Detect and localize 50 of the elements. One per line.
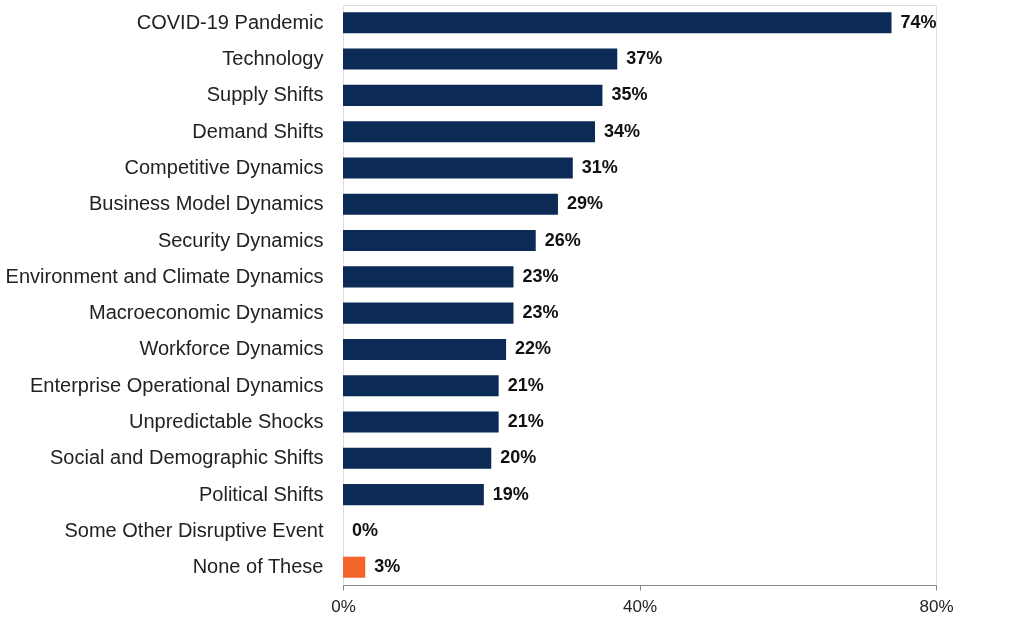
data-label: 3% <box>374 556 401 577</box>
y-tick-label: Some Other Disruptive Event <box>64 518 324 541</box>
bar <box>343 411 499 433</box>
bar <box>343 375 499 397</box>
data-label: 0% <box>352 519 379 540</box>
bar <box>343 447 492 469</box>
bar <box>343 84 603 106</box>
y-tick-label: Social and Demographic Shifts <box>50 446 324 469</box>
data-label: 26% <box>544 229 581 250</box>
data-label: 35% <box>611 84 648 105</box>
data-label: 23% <box>522 302 559 323</box>
y-tick-label: Workforce Dynamics <box>139 337 324 360</box>
bar <box>343 121 596 143</box>
bar <box>343 302 514 324</box>
data-label: 74% <box>900 11 937 32</box>
x-tick-label: 80% <box>919 596 954 616</box>
data-label: 23% <box>522 265 559 286</box>
y-tick-label: Environment and Climate Dynamics <box>5 264 324 287</box>
y-tick-label: Competitive Dynamics <box>124 155 324 178</box>
data-label: 37% <box>626 48 663 69</box>
data-label: 29% <box>566 193 603 214</box>
y-tick-label: Unpredictable Shocks <box>128 410 324 433</box>
bar <box>343 48 618 70</box>
data-label: 21% <box>507 411 544 432</box>
bar <box>343 157 573 179</box>
y-tick-label: Security Dynamics <box>157 228 324 251</box>
bar <box>343 556 366 578</box>
y-tick-label: Demand Shifts <box>192 119 324 142</box>
y-tick-label: Technology <box>222 47 324 70</box>
data-label: 31% <box>581 156 618 177</box>
x-tick-label: 40% <box>622 596 658 616</box>
data-label: 20% <box>500 447 537 468</box>
bar <box>343 230 536 252</box>
data-label: 19% <box>492 483 529 504</box>
data-label: 34% <box>604 120 641 141</box>
y-tick-label: Political Shifts <box>199 482 324 505</box>
y-tick-label: None of These <box>192 555 324 578</box>
y-tick-label: Business Model Dynamics <box>88 192 324 215</box>
bar <box>343 484 484 506</box>
bar <box>343 338 507 360</box>
bar <box>343 12 892 34</box>
y-tick-label: Enterprise Operational Dynamics <box>30 373 324 396</box>
bar <box>343 193 558 215</box>
y-tick-label: COVID-19 Pandemic <box>136 10 324 33</box>
y-tick-label: Supply Shifts <box>206 83 324 106</box>
y-tick-label: Macroeconomic Dynamics <box>88 301 324 324</box>
bar <box>343 266 514 288</box>
data-label: 22% <box>515 338 552 359</box>
x-tick-label: 0% <box>331 596 356 616</box>
data-label: 21% <box>507 374 544 395</box>
